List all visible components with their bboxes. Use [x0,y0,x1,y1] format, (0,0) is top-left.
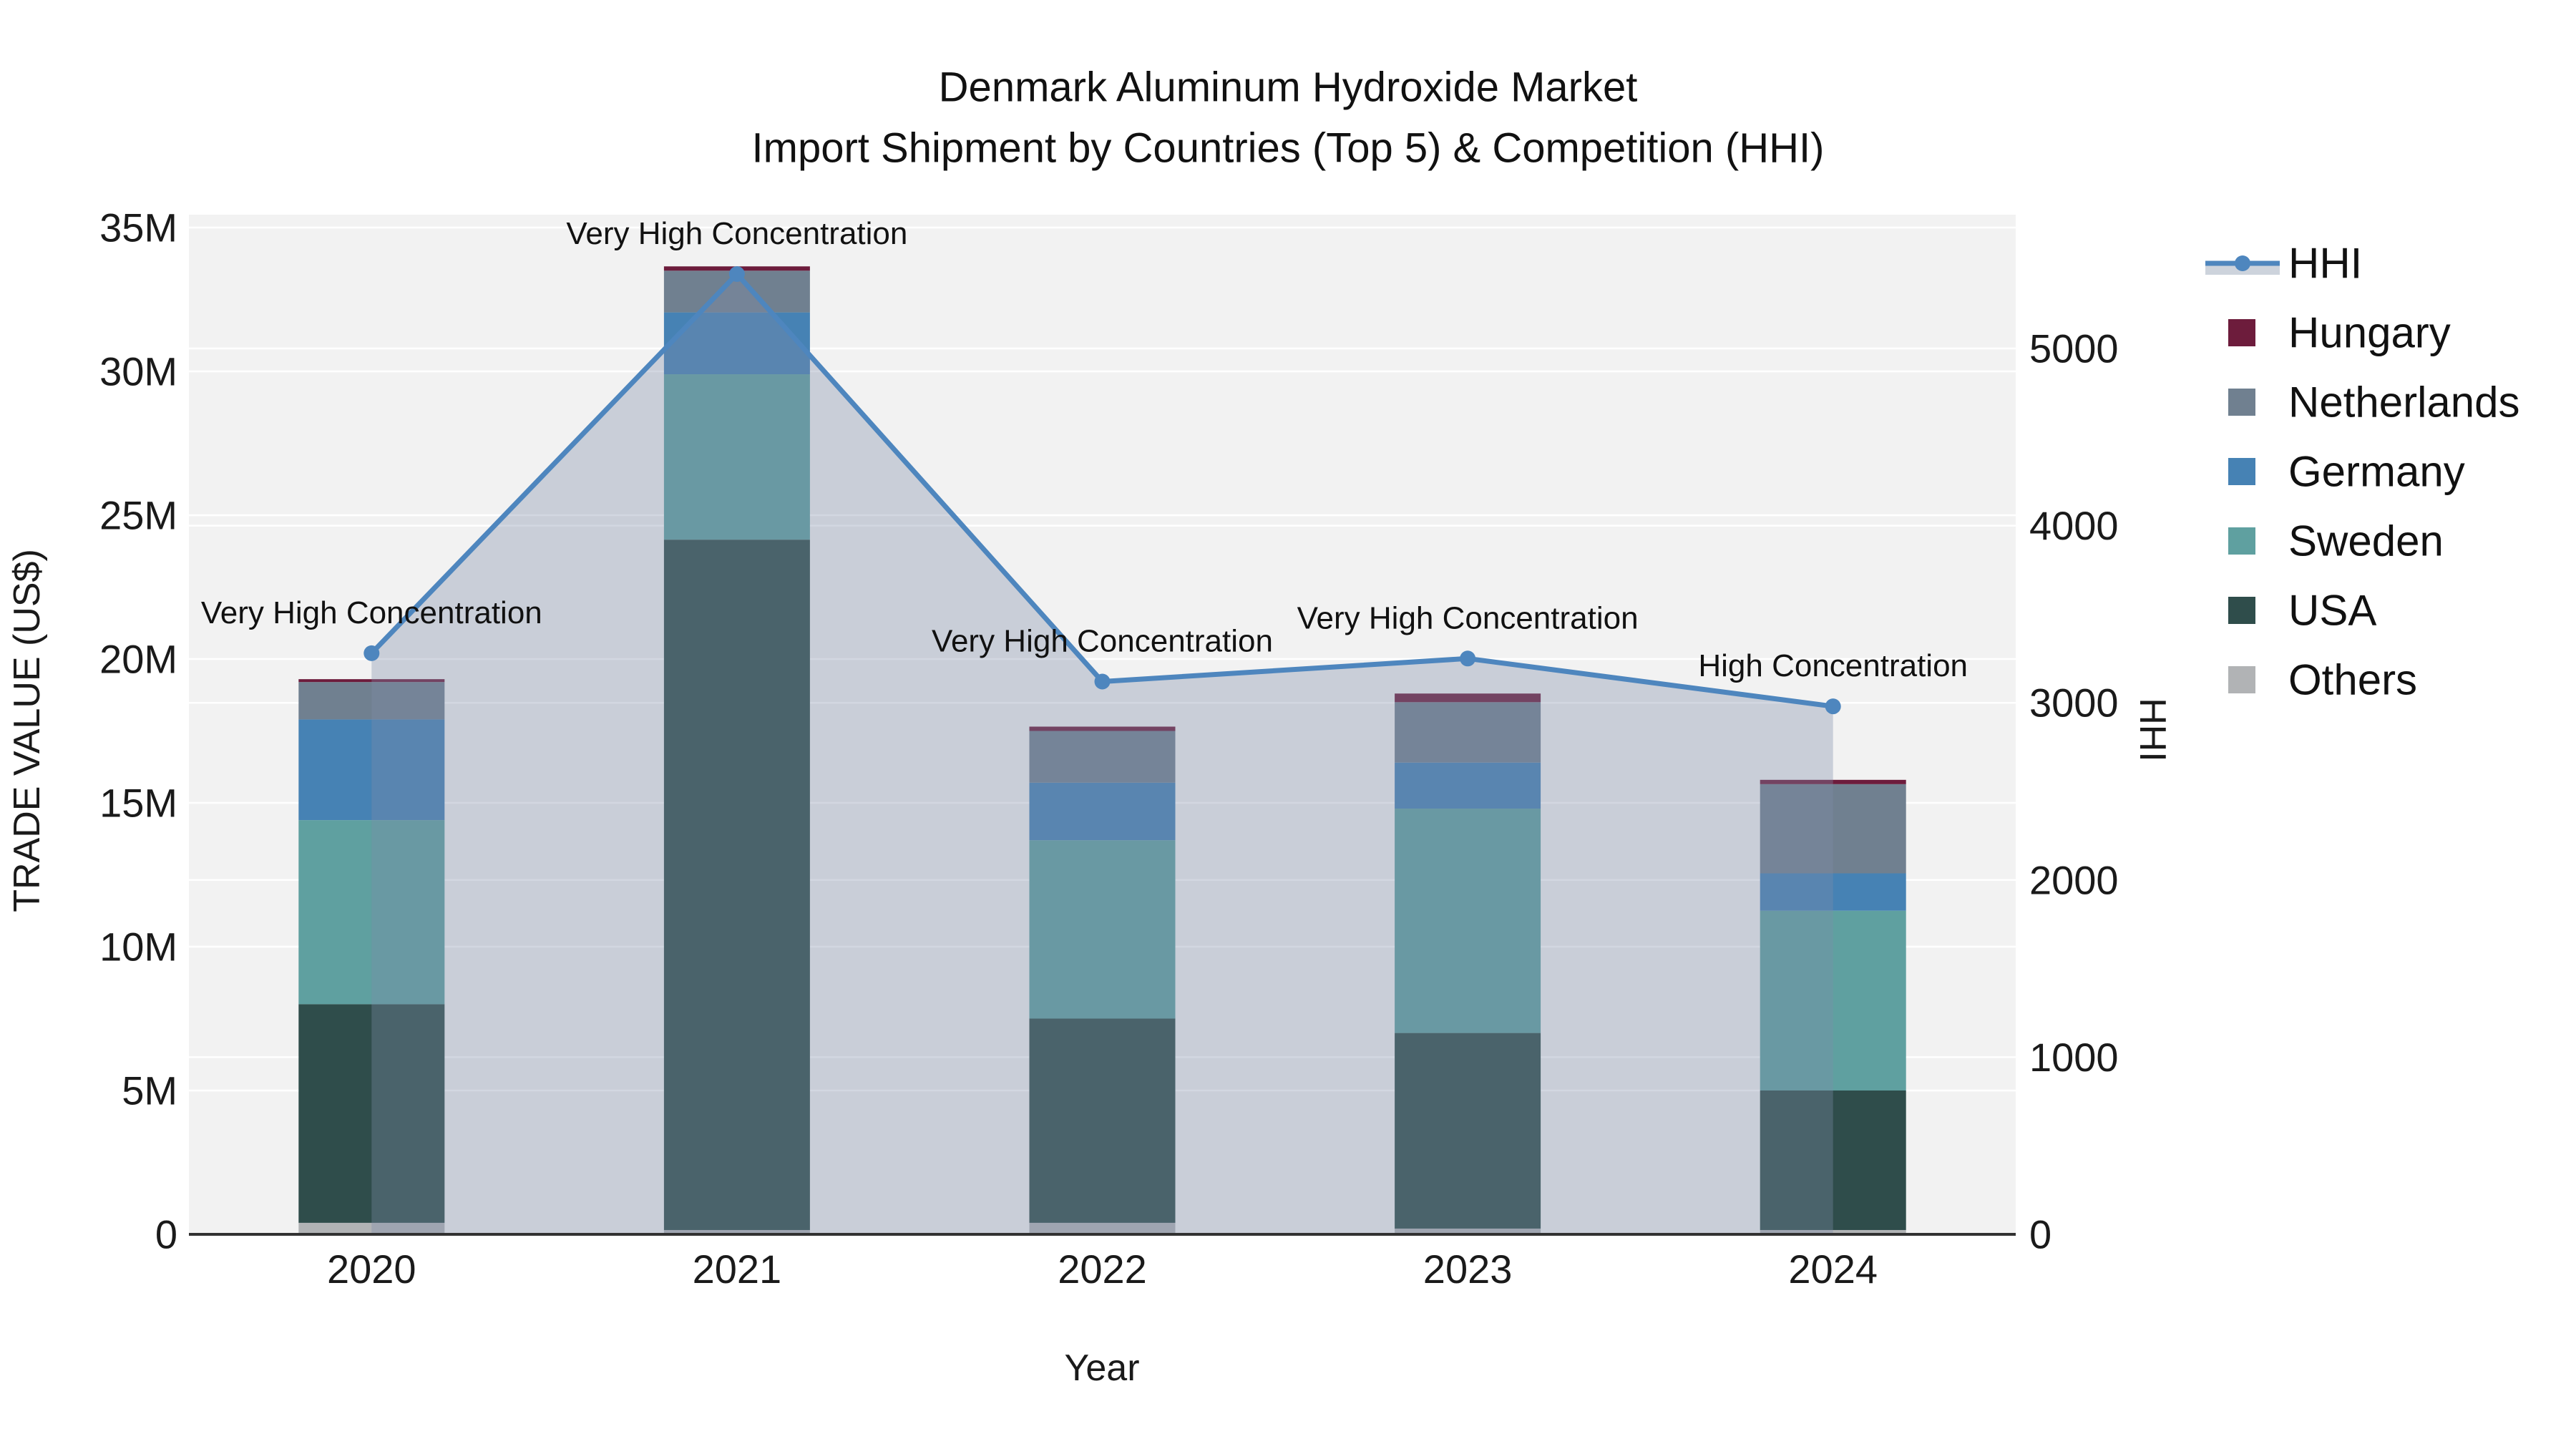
bar-segment-2020-USA [298,1004,445,1223]
y-right-tick-4000: 4000 [2029,503,2119,548]
legend-item-others[interactable]: Others [2228,656,2417,704]
legend-swatch-hungary [2228,319,2255,346]
bar-segment-2022-USA [1029,1018,1176,1223]
legend-hhi-marker-sample [2235,255,2250,271]
hhi-marker-2024 [1825,698,1841,715]
bar-segment-2022-Others [1029,1222,1176,1234]
legend-label-germany: Germany [2288,448,2465,496]
annotation-2021: Very High Concentration [566,216,907,251]
y-left-tick-0: 0 [155,1212,177,1257]
bar-segment-2022-Netherlands [1029,731,1176,783]
legend-item-hungary[interactable]: Hungary [2228,309,2451,357]
bar-segment-2024-USA [1760,1091,1906,1230]
legend-item-usa[interactable]: USA [2228,587,2376,635]
bar-segment-2022-Hungary [1029,726,1176,731]
bar-segment-2020-Netherlands [298,682,445,720]
annotation-2023: Very High Concentration [1297,600,1639,635]
x-tick-2023: 2023 [1423,1246,1513,1292]
hhi-line-layer [364,266,1841,715]
stacked-bars-layer [298,266,1906,1234]
legend-swatch-sweden [2228,527,2255,555]
y-left-axis-title: TRADE VALUE (US$) [6,549,48,912]
x-tick-2020: 2020 [327,1246,416,1292]
y-left-tick-10M: 10M [99,924,177,970]
x-tick-2022: 2022 [1058,1246,1147,1292]
hhi-marker-2021 [728,266,745,283]
chart-title-line1: Denmark Aluminum Hydroxide Market [939,64,1638,111]
annotation-2022: Very High Concentration [932,623,1273,658]
annotation-2024: High Concentration [1698,648,1968,683]
bar-segment-2023-USA [1395,1033,1541,1229]
x-tick-2021: 2021 [693,1246,782,1292]
y-left-tick-5M: 5M [122,1068,177,1113]
legend-swatch-germany [2228,458,2255,485]
bar-segment-2024-Netherlands [1760,784,1906,874]
y-left-tick-25M: 25M [99,493,177,538]
bar-segment-2024-Germany [1760,873,1906,911]
legend-item-germany[interactable]: Germany [2228,448,2465,496]
bar-segment-2020-Hungary [298,679,445,683]
chart-title-line2: Import Shipment by Countries (Top 5) & C… [752,125,1825,172]
bar-segment-2023-Others [1395,1228,1541,1234]
hhi-marker-2023 [1460,650,1476,667]
legend-item-hhi[interactable]: HHI [2205,240,2362,288]
y-right-tick-5000: 5000 [2029,326,2119,371]
bar-segment-2024-Hungary [1760,779,1906,784]
legend-swatch-usa [2228,597,2255,624]
legend: HHI Hungary Netherlands Germany Sweden USA Oth… [2205,240,2520,704]
y-right-axis-title: HHI [2132,698,2173,762]
legend-label-sweden: Sweden [2288,517,2444,565]
y-left-tick-15M: 15M [99,781,177,826]
bar-segment-2021-USA [663,540,810,1230]
tick-labels-layer: 0 5M 10M 15M 20M 25M 30M 35M 0 1000 2000 3000 4000 50… [99,205,2119,1292]
y-right-tick-3000: 3000 [2029,680,2119,726]
x-tick-2024: 2024 [1788,1246,1878,1292]
annotations-layer: Very High Concentration Very High Concent… [201,216,1968,683]
bar-segment-2024-Others [1760,1229,1906,1234]
legend-label-usa: USA [2288,587,2376,635]
bar-segment-2023-Netherlands [1395,702,1541,763]
hhi-area-layer [371,274,1833,1234]
hhi-marker-2022 [1094,673,1111,690]
hhi-marker-2020 [364,645,380,661]
y-left-tick-30M: 30M [99,349,177,394]
x-axis-title: Year [1064,1347,1139,1389]
y-right-tick-2000: 2000 [2029,857,2119,902]
legend-label-hungary: Hungary [2288,309,2451,357]
bar-segment-2020-Others [298,1222,445,1234]
bar-segment-2021-Sweden [663,374,810,540]
bar-segment-2022-Sweden [1029,840,1176,1019]
bar-segment-2020-Germany [298,719,445,821]
legend-swatch-others [2228,666,2255,693]
legend-label-others: Others [2288,656,2417,704]
legend-item-netherlands[interactable]: Netherlands [2228,379,2520,426]
y-right-tick-0: 0 [2029,1212,2051,1257]
legend-label-hhi: HHI [2288,240,2362,288]
legend-swatch-netherlands [2228,389,2255,416]
hhi-area-fill [371,274,1833,1234]
y-right-tick-1000: 1000 [2029,1035,2119,1080]
y-left-tick-20M: 20M [99,637,177,682]
legend-item-sweden[interactable]: Sweden [2228,517,2444,565]
bar-segment-2023-Hungary [1395,693,1541,703]
bar-segment-2023-Germany [1395,762,1541,809]
bar-segment-2024-Sweden [1760,910,1906,1091]
bar-segment-2022-Germany [1029,782,1176,841]
y-left-tick-35M: 35M [99,205,177,250]
bar-segment-2021-Others [663,1229,810,1234]
bar-segment-2020-Sweden [298,820,445,1005]
bar-segment-2023-Sweden [1395,809,1541,1033]
annotation-2020: Very High Concentration [201,595,542,630]
legend-label-netherlands: Netherlands [2288,379,2520,426]
